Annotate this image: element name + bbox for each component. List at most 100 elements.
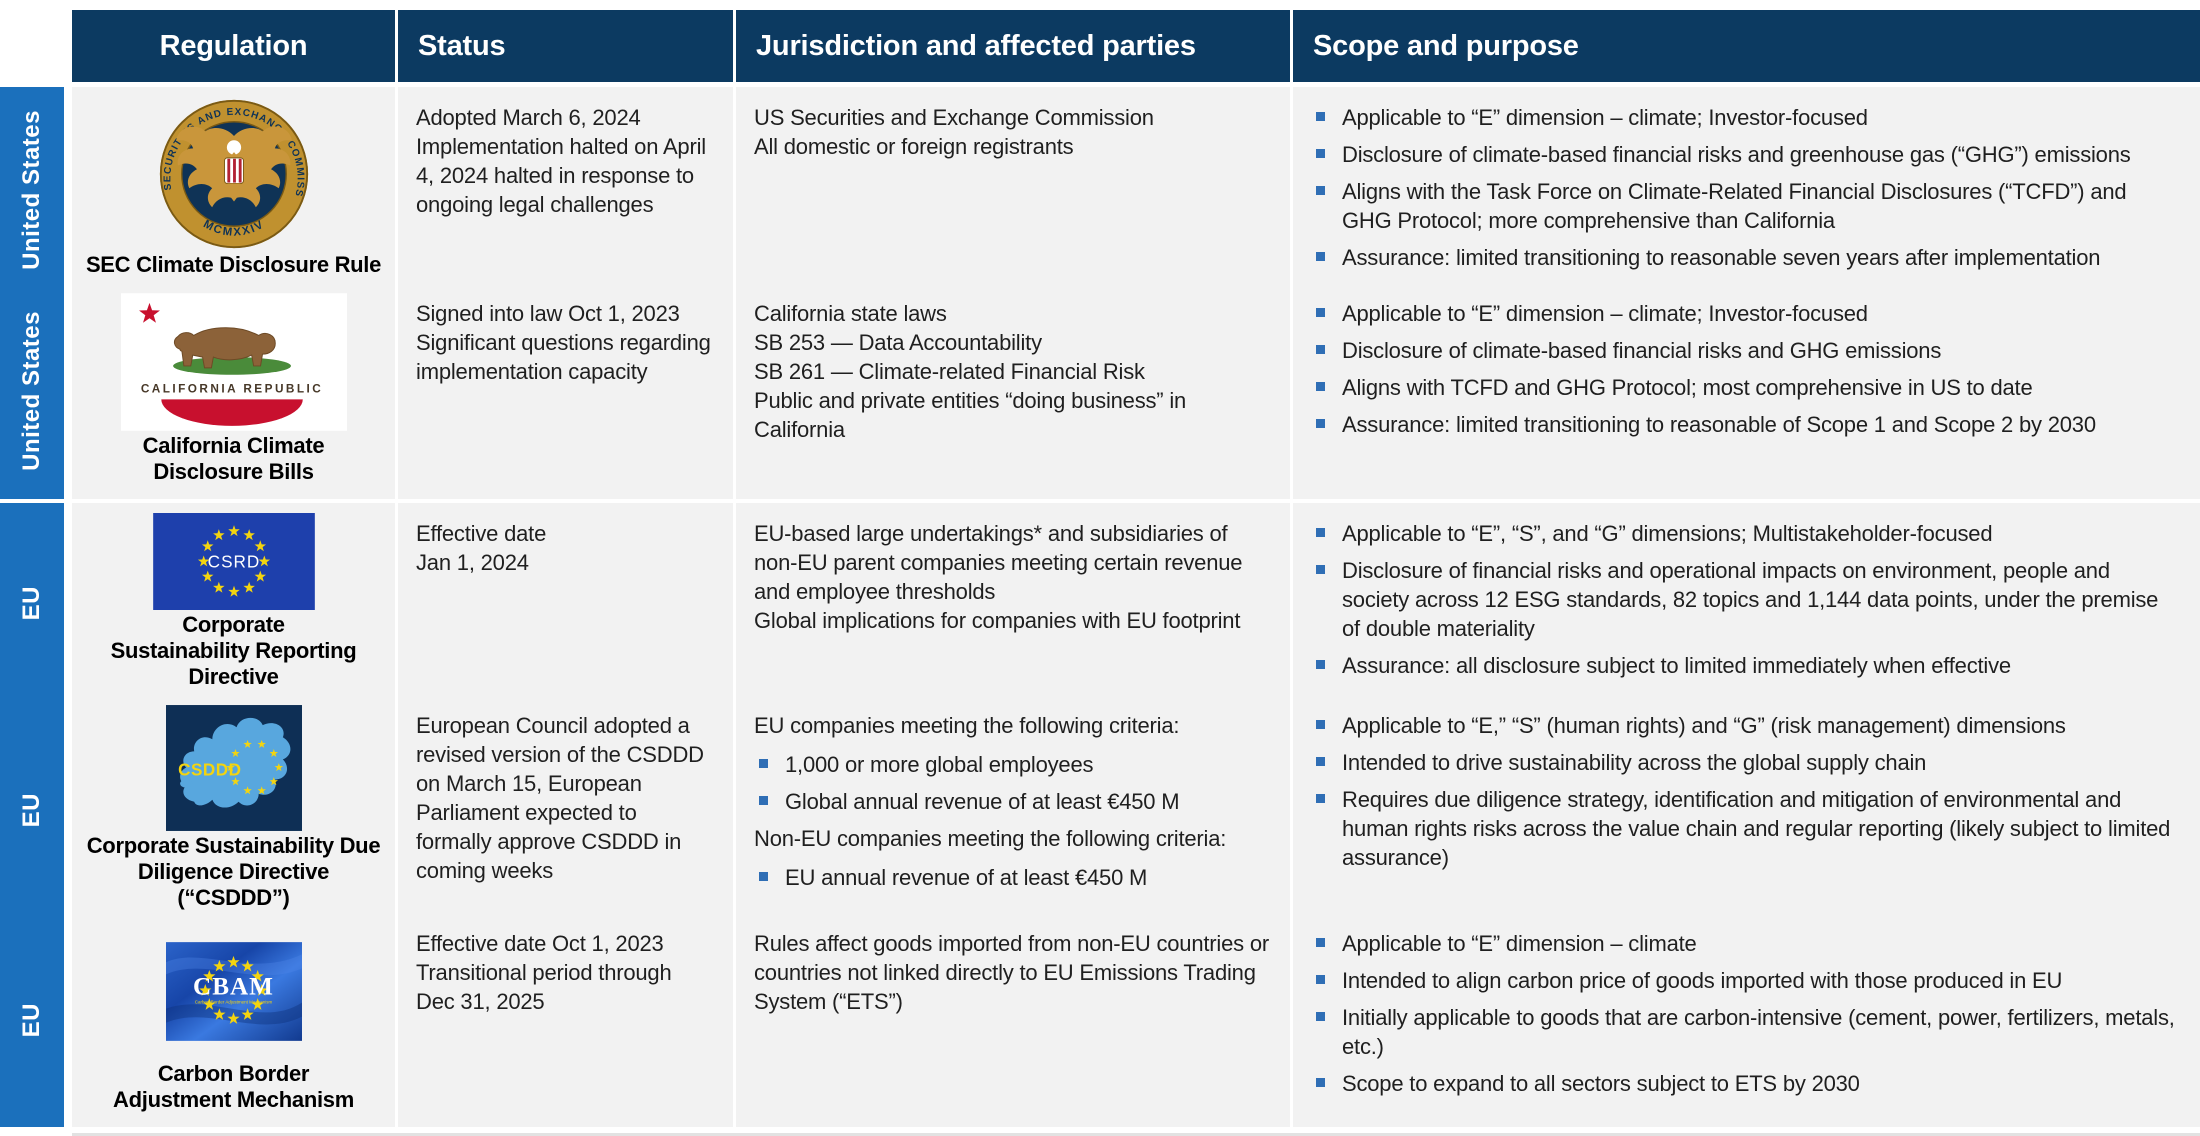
region-strip-us-2: United States [0, 283, 64, 499]
jurisdiction-text: California state laws [754, 301, 947, 326]
table-row-csddd: EU [0, 695, 2200, 925]
csrd-eu-flag-logo: CSRD [152, 513, 315, 610]
region-label: EU [18, 1002, 45, 1038]
region-label: United States [18, 311, 45, 471]
region-strip-eu-3: EU [0, 913, 64, 1127]
table-header-row: Regulation Status Jurisdiction and affec… [0, 10, 2200, 82]
header-corner-spacer [0, 10, 64, 82]
cbam-flag-logo: CBAM Carbon Border Adjustment Mechanism [165, 923, 302, 1059]
regulation-name: California Climate Disclosure Bills [142, 433, 325, 484]
status-text: Transitional period through Dec 31, 2025 [416, 960, 672, 1015]
scope-bullet-item: Assurance: limited transitioning to reas… [1311, 243, 2180, 272]
california-bear [173, 327, 276, 369]
jurisdiction-text: Public and private entities “doing busin… [754, 388, 1187, 443]
scope-cell-cbam: Applicable to “E” dimension – climate In… [1293, 913, 2200, 1127]
scope-bullet-item: Assurance: limited transitioning to reas… [1311, 410, 2180, 439]
jurisdiction-cell-csrd: EU-based large undertakings* and subsidi… [736, 503, 1290, 704]
sec-eagle-head [226, 139, 241, 155]
scope-bullet-item: Assurance: all disclosure subject to lim… [1311, 651, 2180, 680]
scope-bullet-item: Applicable to “E” dimension – climate [1311, 929, 2180, 958]
region-label: EU [18, 586, 45, 621]
cbam-logo-subtext: Carbon Border Adjustment Mechanism [194, 999, 272, 1004]
scope-bullet-item: Disclosure of climate-based financial ri… [1311, 336, 2180, 365]
europe-map-silhouette [179, 717, 290, 808]
scope-bullet-list: Applicable to “E”, “S”, and “G” dimensio… [1311, 519, 2180, 680]
scope-bullet-item: Scope to expand to all sectors subject t… [1311, 1069, 2180, 1098]
sec-seal-logo: U.S. SECURITIES AND EXCHANGE COMMISSION … [158, 97, 310, 250]
jurisdiction-text: EU-based large undertakings* and subsidi… [754, 521, 1243, 605]
region-label: EU [18, 792, 45, 828]
region-strip-eu-2: EU [0, 695, 64, 925]
sec-eagle-beak [228, 151, 239, 158]
jurisdiction-text: Rules affect goods imported from non-EU … [754, 931, 1270, 1015]
status-text: Signed into law Oct 1, 2023 [416, 301, 680, 326]
scope-bullet-item: Applicable to “E” dimension – climate; I… [1311, 299, 2180, 328]
jurisdiction-text: US Securities and Exchange Commission [754, 105, 1154, 130]
status-text: Jan 1, 2024 [416, 550, 529, 576]
jurisdiction-bullet-item: EU annual revenue of at least €450 M [754, 863, 1272, 892]
scope-bullet-list: Applicable to “E” dimension – climate In… [1311, 929, 2180, 1098]
jurisdiction-text: All domestic or foreign registrants [754, 134, 1074, 160]
scope-bullet-item: Aligns with the Task Force on Climate-Re… [1311, 177, 2180, 235]
scope-bullet-item: Requires due diligence strategy, identif… [1311, 785, 2180, 872]
regulation-name: SEC Climate Disclosure Rule [85, 252, 382, 278]
jurisdiction-bullet-list: 1,000 or more global employees Global an… [754, 750, 1272, 816]
status-cell-sec: Adopted March 6, 2024 Implementation hal… [398, 87, 733, 293]
csrd-logo-text: CSRD [207, 552, 260, 572]
column-header-status: Status [398, 10, 733, 82]
scope-bullet-item: Intended to align carbon price of goods … [1311, 966, 2180, 995]
regulation-name: Corporate Sustainability Due Diligence D… [86, 833, 381, 910]
status-cell-csrd: Effective date Jan 1, 2024 [398, 503, 733, 704]
column-header-regulation: Regulation [72, 10, 395, 82]
column-header-jurisdiction: Jurisdiction and affected parties [736, 10, 1290, 82]
region-strip-us-1: United States [0, 87, 64, 293]
table-row-csrd: EU [0, 503, 2200, 704]
jurisdiction-cell-cbam: Rules affect goods imported from non-EU … [736, 913, 1290, 1127]
scope-bullet-item: Applicable to “E” dimension – climate; I… [1311, 103, 2180, 132]
jurisdiction-bullet-list: EU annual revenue of at least €450 M [754, 863, 1272, 892]
sec-eagle-tail [226, 183, 241, 201]
regulation-name: Carbon Border Adjustment Mechanism [113, 1061, 354, 1113]
jurisdiction-text: SB 261 — Climate-related Financial Risk [754, 359, 1145, 385]
scope-bullet-item: Disclosure of climate-based financial ri… [1311, 140, 2180, 169]
status-cell-california: Signed into law Oct 1, 2023 Significant … [398, 283, 733, 499]
status-cell-csddd: European Council adopted a revised versi… [398, 695, 733, 925]
jurisdiction-text: Global implications for companies with E… [754, 608, 1241, 634]
region-strip-eu-1: EU [0, 503, 64, 704]
scope-cell-csddd: Applicable to “E,” “S” (human rights) an… [1293, 695, 2200, 925]
jurisdiction-cell-csddd: EU companies meeting the following crite… [736, 695, 1290, 925]
cbam-logo-text: CBAM [193, 973, 274, 1000]
jurisdiction-bullet-item: Global annual revenue of at least €450 M [754, 787, 1272, 816]
jurisdiction-cell-california: California state laws SB 253 — Data Acco… [736, 283, 1290, 499]
europe-map-island [179, 779, 192, 788]
scope-bullet-item: Aligns with TCFD and GHG Protocol; most … [1311, 373, 2180, 402]
scope-bullet-item: Intended to drive sustainability across … [1311, 748, 2180, 777]
scope-cell-california: Applicable to “E” dimension – climate; I… [1293, 283, 2200, 499]
status-text: Adopted March 6, 2024 [416, 105, 641, 130]
status-text: European Council adopted a revised versi… [416, 713, 704, 884]
regulation-cell-csrd: CSRD Corporate Sustainability Reporting … [72, 503, 395, 704]
scope-bullet-list: Applicable to “E” dimension – climate; I… [1311, 299, 2180, 439]
csddd-logo-text: CSDDD [178, 761, 241, 780]
status-text: Effective date Oct 1, 2023 [416, 931, 664, 956]
california-flag-logo: CALIFORNIA REPUBLIC [120, 293, 347, 431]
column-header-scope: Scope and purpose [1293, 10, 2200, 82]
regulation-cell-cbam: CBAM Carbon Border Adjustment Mechanism … [72, 913, 395, 1127]
regulation-name: Corporate Sustainability Reporting Direc… [110, 612, 357, 689]
scope-cell-sec: Applicable to “E” dimension – climate; I… [1293, 87, 2200, 293]
csddd-map-logo: CSDDD [165, 705, 302, 831]
jurisdiction-text: EU companies meeting the following crite… [754, 713, 1180, 738]
scope-bullet-list: Applicable to “E” dimension – climate; I… [1311, 103, 2180, 272]
scope-bullet-item: Applicable to “E,” “S” (human rights) an… [1311, 711, 2180, 740]
table-row-sec: United States U.S. SECURITIES AND EXCHAN… [0, 87, 2200, 293]
sec-eagle-shield [223, 156, 244, 184]
table-row-california: United States CALIFORNIA REPUBLIC Califo… [0, 283, 2200, 499]
status-text: Effective date [416, 521, 547, 546]
regulation-cell-sec: U.S. SECURITIES AND EXCHANGE COMMISSION … [72, 87, 395, 293]
scope-bullet-item: Disclosure of financial risks and operat… [1311, 556, 2180, 643]
region-label: United States [18, 109, 45, 270]
table-row-cbam: EU [0, 913, 2200, 1127]
jurisdiction-text: Non-EU companies meeting the following c… [754, 826, 1227, 852]
silk-shadow [165, 1002, 302, 1024]
